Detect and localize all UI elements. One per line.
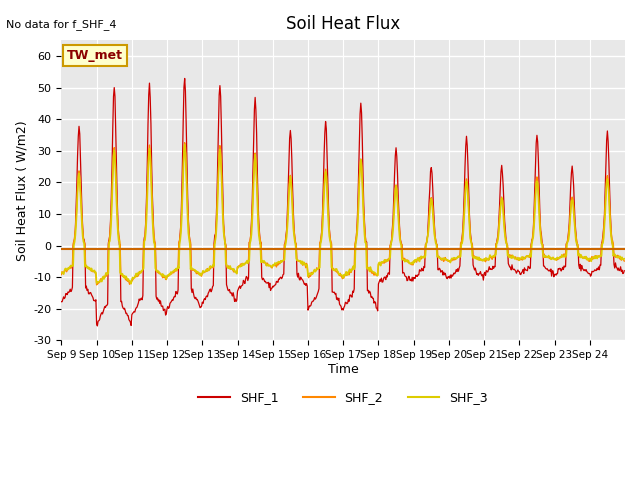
SHF_2 — [181, 140, 189, 145]
SHF_2 — [434, 254, 442, 260]
SHF_2 — [124, 278, 132, 284]
X-axis label: Time: Time — [328, 363, 358, 376]
SHF_1 — [93, 323, 101, 329]
SHF_1 — [181, 75, 189, 81]
Legend: SHF_1, SHF_2, SHF_3: SHF_1, SHF_2, SHF_3 — [193, 386, 493, 409]
SHF_3 — [181, 142, 189, 147]
SHF_1 — [434, 267, 442, 273]
SHF_3 — [257, 240, 264, 246]
SHF_1 — [257, 241, 264, 247]
SHF_2 — [228, 266, 236, 272]
SHF_3 — [620, 256, 628, 262]
SHF_3 — [124, 277, 131, 283]
Line: SHF_3: SHF_3 — [61, 144, 624, 284]
SHF_2 — [257, 238, 264, 243]
SHF_1 — [124, 313, 132, 319]
Text: TW_met: TW_met — [67, 49, 123, 62]
SHF_2 — [93, 282, 100, 288]
SHF_1 — [58, 299, 65, 305]
Line: SHF_1: SHF_1 — [61, 78, 624, 326]
Line: SHF_2: SHF_2 — [61, 143, 624, 285]
Text: No data for f_SHF_4: No data for f_SHF_4 — [6, 19, 117, 30]
SHF_1 — [278, 276, 285, 282]
SHF_3 — [127, 281, 135, 287]
Title: Soil Heat Flux: Soil Heat Flux — [286, 15, 401, 33]
SHF_1 — [620, 268, 628, 274]
SHF_2 — [58, 272, 65, 277]
SHF_2 — [403, 258, 410, 264]
SHF_3 — [228, 266, 236, 272]
SHF_1 — [403, 274, 410, 280]
SHF_3 — [58, 270, 65, 276]
SHF_2 — [620, 258, 628, 264]
Y-axis label: Soil Heat Flux ( W/m2): Soil Heat Flux ( W/m2) — [15, 120, 28, 261]
SHF_3 — [278, 259, 285, 265]
SHF_1 — [228, 293, 236, 299]
SHF_3 — [434, 254, 442, 260]
SHF_2 — [278, 259, 285, 265]
SHF_3 — [403, 258, 410, 264]
